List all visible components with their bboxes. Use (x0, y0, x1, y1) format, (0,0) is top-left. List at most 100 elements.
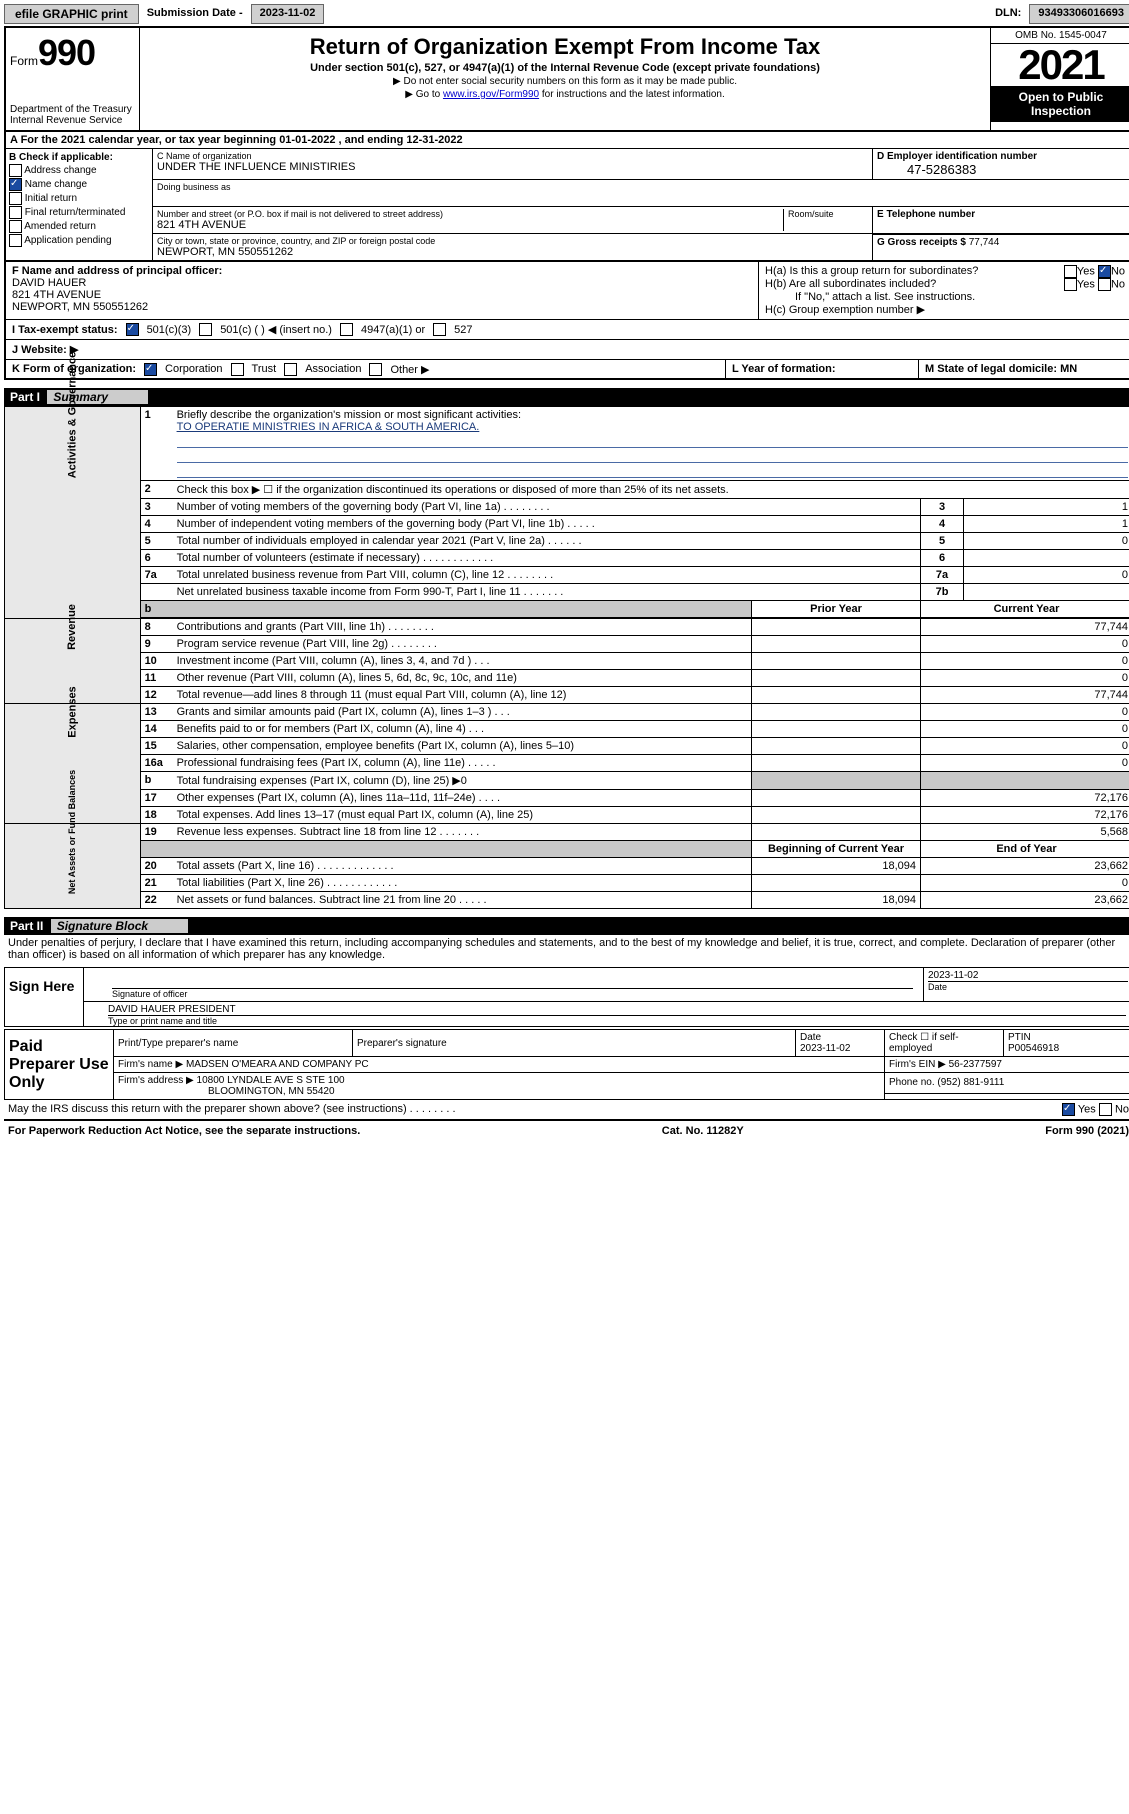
hc-label: H(c) Group exemption number ▶ (765, 303, 1125, 316)
form-prefix: Form (10, 54, 38, 68)
val-22-py: 18,094 (752, 892, 921, 909)
open-public: Open to Public Inspection (991, 86, 1129, 122)
side-revenue: Revenue (66, 604, 78, 650)
cat-no: Cat. No. 11282Y (662, 1125, 744, 1137)
sig-officer-label: Signature of officer (112, 988, 913, 999)
check-name-change[interactable]: Name change (9, 178, 149, 191)
line-18: Total expenses. Add lines 13–17 (must eq… (173, 807, 752, 824)
firm-phone: (952) 881-9111 (937, 1077, 1004, 1088)
gross-value: 77,744 (969, 237, 1000, 248)
prior-year-header: Prior Year (752, 601, 921, 619)
line-7a: Total unrelated business revenue from Pa… (173, 567, 921, 584)
val-3: 1 (964, 499, 1129, 516)
col-b: B Check if applicable: Address change Na… (6, 149, 153, 260)
sign-date: 2023-11-02 (928, 970, 1128, 981)
org-name: UNDER THE INFLUENCE MINISTIRIES (157, 161, 868, 173)
ifno-label: If "No," attach a list. See instructions… (765, 291, 1125, 303)
line-6: Total number of volunteers (estimate if … (173, 550, 921, 567)
dba-label: Doing business as (157, 182, 869, 192)
irs-link[interactable]: www.irs.gov/Form990 (443, 89, 539, 100)
line-13: Grants and similar amounts paid (Part IX… (173, 704, 752, 721)
val-20-cy: 23,662 (921, 858, 1129, 875)
beg-year-header: Beginning of Current Year (752, 841, 921, 858)
q2: Check this box ▶ ☐ if the organization d… (173, 481, 1129, 499)
hb-label: H(b) Are all subordinates included? (765, 278, 936, 291)
gross-label: G Gross receipts $ (877, 237, 969, 248)
discuss-question: May the IRS discuss this return with the… (8, 1103, 456, 1116)
f-street: 821 4TH AVENUE (12, 289, 752, 301)
check-app-pending[interactable]: Application pending (9, 234, 149, 247)
m-state-val: MN (1060, 363, 1077, 375)
line-12: Total revenue—add lines 8 through 11 (mu… (173, 687, 752, 704)
prep-date: 2023-11-02 (800, 1043, 850, 1054)
tax-status-label: I Tax-exempt status: (12, 324, 118, 336)
ssn-warning: ▶ Do not enter social security numbers o… (146, 76, 984, 87)
val-15-cy: 0 (921, 738, 1129, 755)
check-address-change[interactable]: Address change (9, 164, 149, 177)
signer-name: DAVID HAUER PRESIDENT (108, 1004, 1126, 1015)
paperwork-notice: For Paperwork Reduction Act Notice, see … (8, 1125, 360, 1137)
check-amended[interactable]: Amended return (9, 220, 149, 233)
topbar: efile GRAPHIC print Submission Date - 20… (4, 4, 1129, 24)
check-other[interactable] (369, 363, 382, 376)
website-row: J Website: ▶ (6, 339, 1129, 359)
line-4: Number of independent voting members of … (173, 516, 921, 533)
submission-date: 2023-11-02 (251, 4, 325, 24)
val-5: 0 (964, 533, 1129, 550)
paid-prep-label: Paid Preparer Use Only (5, 1030, 114, 1100)
discuss-no[interactable] (1099, 1103, 1112, 1116)
submission-date-label: Submission Date - (143, 4, 247, 24)
val-17-cy: 72,176 (921, 790, 1129, 807)
side-expenses: Expenses (66, 686, 78, 737)
val-7a: 0 (964, 567, 1129, 584)
line-7b: Net unrelated business taxable income fr… (173, 584, 921, 601)
val-4: 1 (964, 516, 1129, 533)
side-netassets: Net Assets or Fund Balances (67, 770, 77, 894)
firm-name: MADSEN O'MEARA AND COMPANY PC (186, 1059, 369, 1070)
form-id-block: Form990 Department of the Treasury Inter… (6, 28, 140, 130)
check-501c[interactable] (199, 323, 212, 336)
check-assoc[interactable] (284, 363, 297, 376)
l-year: L Year of formation: (725, 360, 918, 378)
q1-answer: TO OPERATIE MINISTRIES IN AFRICA & SOUTH… (177, 421, 480, 433)
discuss-yes[interactable] (1062, 1103, 1075, 1116)
section-f: F Name and address of principal officer:… (6, 262, 758, 319)
prep-c2: Preparer's signature (353, 1030, 796, 1057)
line-9: Program service revenue (Part VIII, line… (173, 636, 752, 653)
firm-addr1: 10800 LYNDALE AVE S STE 100 (197, 1075, 345, 1086)
side-activities: Activities & Governance (66, 352, 78, 479)
check-501c3[interactable] (126, 323, 139, 336)
summary-table: Activities & Governance 1 Briefly descri… (4, 406, 1129, 909)
check-527[interactable] (433, 323, 446, 336)
check-4947[interactable] (340, 323, 353, 336)
check-corp[interactable] (144, 363, 157, 376)
efile-print-button[interactable]: efile GRAPHIC print (4, 4, 139, 24)
val-19-cy: 5,568 (921, 824, 1129, 841)
city-label: City or town, state or province, country… (157, 236, 868, 246)
check-initial-return[interactable]: Initial return (9, 192, 149, 205)
firm-ein: 56-2377597 (949, 1059, 1002, 1070)
form-footer: Form 990 (2021) (1045, 1125, 1129, 1137)
line-16a: Professional fundraising fees (Part IX, … (173, 755, 752, 772)
line-5: Total number of individuals employed in … (173, 533, 921, 550)
irs-label: Internal Revenue Service (10, 115, 135, 126)
val-22-cy: 23,662 (921, 892, 1129, 909)
form-number: 990 (38, 32, 95, 73)
part2-header: Part II Signature Block (4, 917, 1129, 935)
name-label: Type or print name and title (108, 1015, 1126, 1026)
line-10: Investment income (Part VIII, column (A)… (173, 653, 752, 670)
phone-label: E Telephone number (877, 209, 1127, 220)
line-11: Other revenue (Part VIII, column (A), li… (173, 670, 752, 687)
sign-block: Sign Here Signature of officer 2023-11-0… (4, 967, 1129, 1027)
street-label: Number and street (or P.O. box if mail i… (157, 209, 783, 219)
val-9-cy: 0 (921, 636, 1129, 653)
declaration: Under penalties of perjury, I declare th… (4, 935, 1129, 963)
date-label: Date (928, 981, 1128, 992)
ptin-value: P00546918 (1008, 1043, 1059, 1054)
check-trust[interactable] (231, 363, 244, 376)
city-value: NEWPORT, MN 550551262 (157, 246, 868, 258)
line-14: Benefits paid to or for members (Part IX… (173, 721, 752, 738)
check-final-return[interactable]: Final return/terminated (9, 206, 149, 219)
dept-treasury: Department of the Treasury (10, 104, 135, 115)
val-18-cy: 72,176 (921, 807, 1129, 824)
